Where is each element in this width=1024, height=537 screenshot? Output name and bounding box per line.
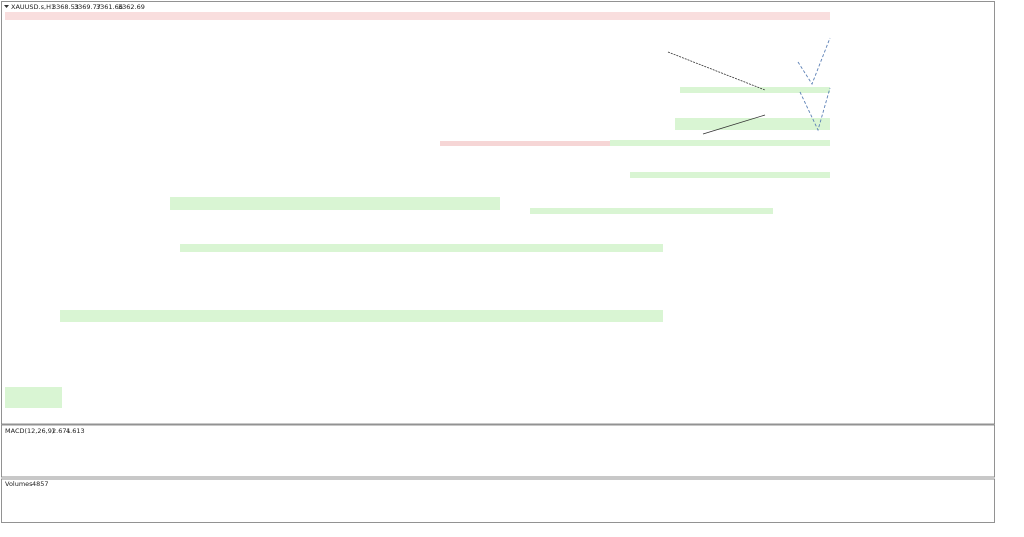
forecast-path <box>799 87 831 132</box>
frames <box>1 1 995 523</box>
demand-zone <box>630 172 830 178</box>
demand-zone <box>530 208 773 214</box>
volume-last: 4857 <box>32 480 49 488</box>
volume-frame <box>1 478 995 523</box>
demand-zone <box>60 310 663 322</box>
demand-zone <box>610 140 830 146</box>
demand-zone <box>170 197 500 210</box>
demand-zone <box>5 387 62 408</box>
volume-title: Volumes <box>5 480 33 488</box>
last-close: 3362.69 <box>118 3 145 11</box>
resistance-zone <box>5 12 830 20</box>
drawings <box>5 12 830 408</box>
supply-zone <box>440 141 630 146</box>
demand-zone <box>680 87 830 93</box>
headers: XAUUSD.s,H1 3368.53 3369.77 3361.66 3362… <box>4 3 145 488</box>
forecast-path <box>797 37 831 85</box>
triangle-lower <box>702 114 766 135</box>
macd-frame <box>1 424 995 478</box>
macd-last: 2.671 <box>52 427 71 435</box>
last-high: 3369.77 <box>74 3 101 11</box>
last-low: 3361.66 <box>96 3 123 11</box>
last-open: 3368.53 <box>52 3 79 11</box>
macd-signal-last: 4.613 <box>66 427 85 435</box>
demand-zone <box>180 244 663 252</box>
price-frame <box>1 1 995 425</box>
demand-zone <box>675 118 830 130</box>
macd-title: MACD(12,26,9) <box>5 427 54 435</box>
triangle-upper <box>667 51 766 91</box>
symbol-title: XAUUSD.s,H1 <box>11 3 55 11</box>
menu-icon <box>4 5 9 8</box>
pattern-lines <box>667 37 831 135</box>
